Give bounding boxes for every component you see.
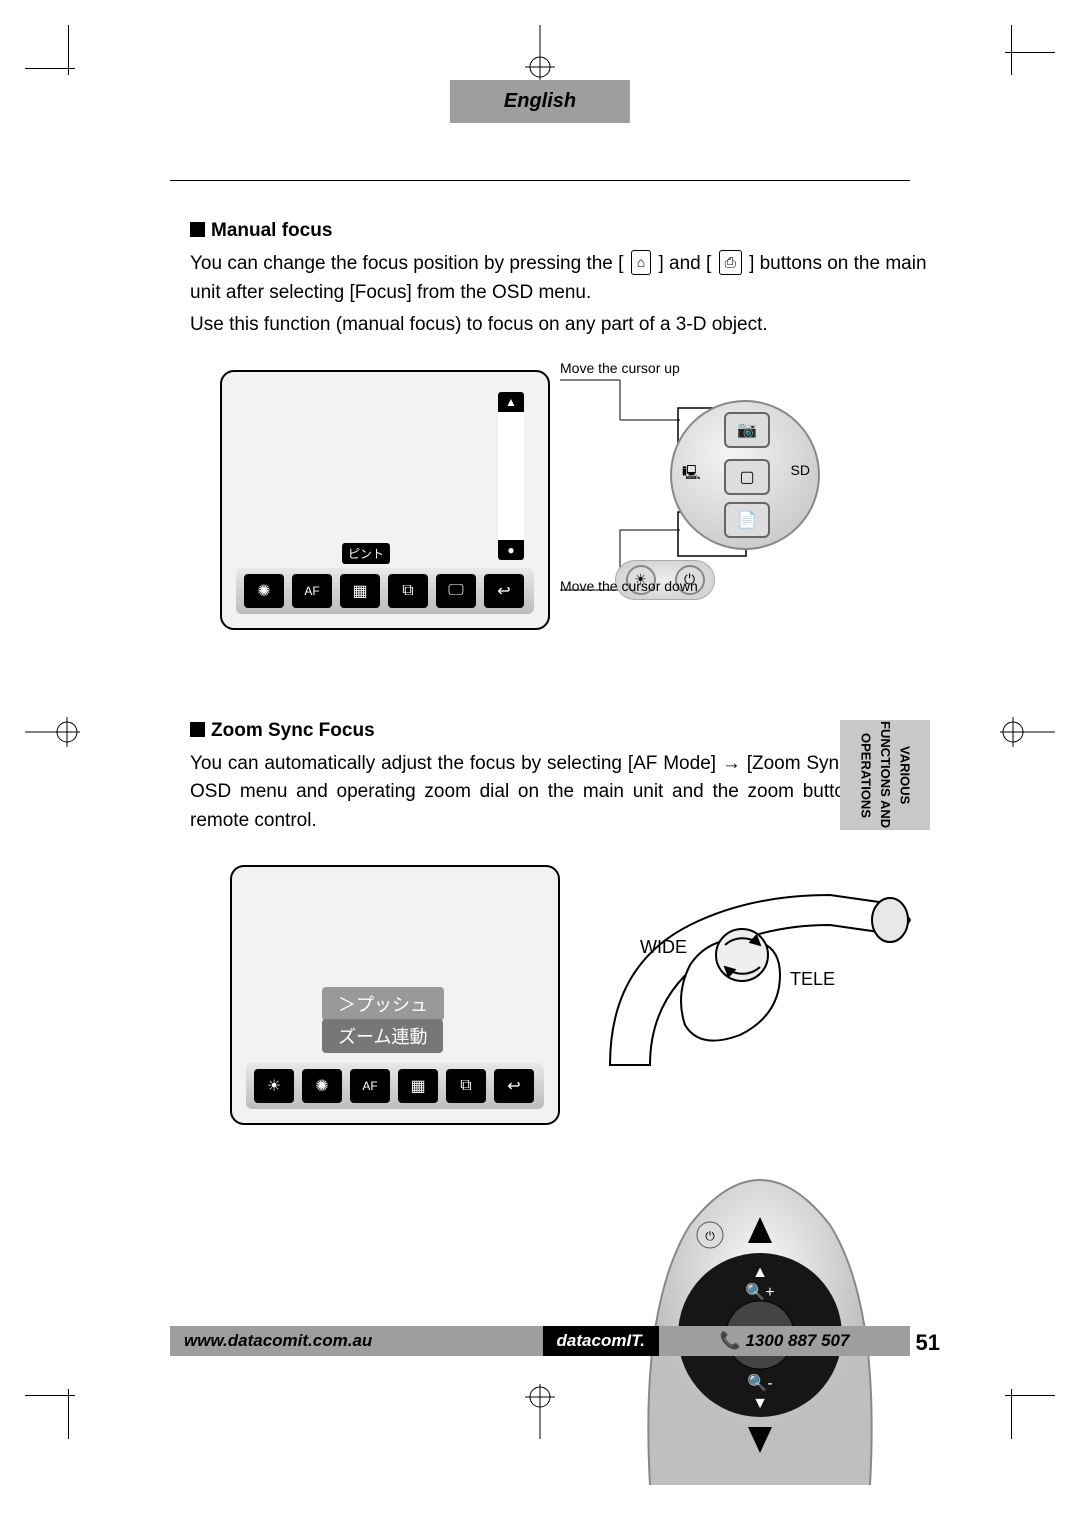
svg-text:🔍+: 🔍+ (745, 1281, 774, 1301)
callout-cursor-up: Move the cursor up (560, 360, 680, 376)
divider (170, 180, 910, 181)
crop-mark (1011, 25, 1012, 75)
camera-icon: ⌂ (631, 250, 651, 275)
slider-down-icon: ● (498, 540, 524, 560)
crop-mark (1011, 1389, 1012, 1439)
page-number: 51 (916, 1330, 940, 1356)
menu-item-push: ＞プッシュ (322, 987, 444, 1021)
svg-text:▼: ▼ (752, 1395, 768, 1412)
label-wide: WIDE (640, 937, 687, 958)
zoom-sync-para: You can automatically adjust the focus b… (190, 750, 930, 836)
focus-slider: ▲ ● (498, 392, 524, 560)
return-icon: ↩ (494, 1069, 534, 1103)
bullet-icon (190, 722, 205, 737)
osd-screen-figure-1: ▲ ● ピント ✺ AF ▦ ⧉ 🖵 ↩ (220, 370, 550, 630)
osd-toolbar: ✺ AF ▦ ⧉ 🖵 ↩ (236, 568, 534, 614)
camera-button-icon: 📷 (724, 412, 770, 448)
text: ] and [ (658, 253, 711, 274)
arm-illustration (590, 865, 930, 1095)
osd-toolbar: ☀ ✺ AF ▦ ⧉ ↩ (246, 1063, 544, 1109)
return-icon: ↩ (484, 574, 524, 608)
footer-url: www.datacomit.com.au (170, 1331, 543, 1351)
registration-mark-icon (1000, 712, 1055, 752)
grid-icon: ▦ (340, 574, 380, 608)
osd-screen-figure-2: ＞プッシュ ズーム連動 ☀ ✺ AF ▦ ⧉ ↩ (230, 865, 560, 1125)
monitor-icon: 🖵 (436, 574, 476, 608)
remote-control-figure: ▲ 🔍+ 🔍- ▼ ◀ ☀ ● ▶ ⏻ (610, 1125, 910, 1490)
osd-focus-label: ピント (342, 543, 390, 564)
crop-mark (1005, 1395, 1055, 1396)
pip-icon: ⧉ (446, 1069, 486, 1103)
svg-text:🔍-: 🔍- (747, 1372, 772, 1392)
af-icon: AF (350, 1069, 390, 1103)
heading-text: Manual focus (211, 220, 332, 241)
section-heading-manual-focus: Manual focus (190, 220, 930, 242)
center-button-icon: ▢ (724, 459, 770, 495)
svg-text:⏻: ⏻ (705, 1229, 715, 1243)
crop-mark (68, 1389, 69, 1439)
menu-item-zoom-sync: ズーム連動 (322, 1019, 443, 1053)
document-button-icon: 📄 (724, 502, 770, 538)
remote-illustration: ▲ 🔍+ 🔍- ▼ ◀ ☀ ● ▶ ⏻ (610, 1125, 910, 1485)
footer-phone: 1300 887 507 (659, 1331, 910, 1351)
pc-icon: 🖳 (682, 462, 701, 486)
manual-focus-para2: Use this function (manual focus) to focu… (190, 311, 930, 340)
brightness-up-icon: ☀ (254, 1069, 294, 1103)
registration-mark-icon (25, 712, 80, 752)
section-heading-zoom-sync: Zoom Sync Focus (190, 720, 930, 742)
brightness-icon: ✺ (244, 574, 284, 608)
af-icon: AF (292, 574, 332, 608)
language-tab: English (450, 80, 630, 123)
section-side-tab: VARIOUS FUNCTIONS AND OPERATIONS (840, 720, 930, 830)
grid-icon: ▦ (398, 1069, 438, 1103)
label-tele: TELE (790, 969, 835, 990)
registration-mark-icon (520, 25, 560, 80)
bullet-icon (190, 222, 205, 237)
manual-focus-para1: You can change the focus position by pre… (190, 250, 930, 307)
crop-mark (68, 25, 69, 75)
page-footer: www.datacomit.com.au datacomIT. 1300 887… (170, 1326, 910, 1356)
svg-text:▲: ▲ (752, 1264, 768, 1281)
slider-up-icon: ▲ (498, 392, 524, 412)
pip-icon: ⧉ (388, 574, 428, 608)
control-panel-figure: Move the cursor up 📷 ▢ 📄 🖳 SD ☀ ⏻ Move t… (590, 360, 820, 550)
text: You can change the focus position by pre… (190, 253, 623, 274)
camera-arm-figure: WIDE TELE (590, 865, 930, 1100)
callout-cursor-down: Move the cursor down (560, 578, 698, 594)
crop-mark (1005, 52, 1055, 53)
document-icon: ⎙ (719, 250, 742, 275)
brightness-down-icon: ✺ (302, 1069, 342, 1103)
heading-text: Zoom Sync Focus (211, 720, 375, 741)
sd-icon: SD (791, 462, 810, 478)
footer-brand: datacomIT. (543, 1326, 659, 1356)
